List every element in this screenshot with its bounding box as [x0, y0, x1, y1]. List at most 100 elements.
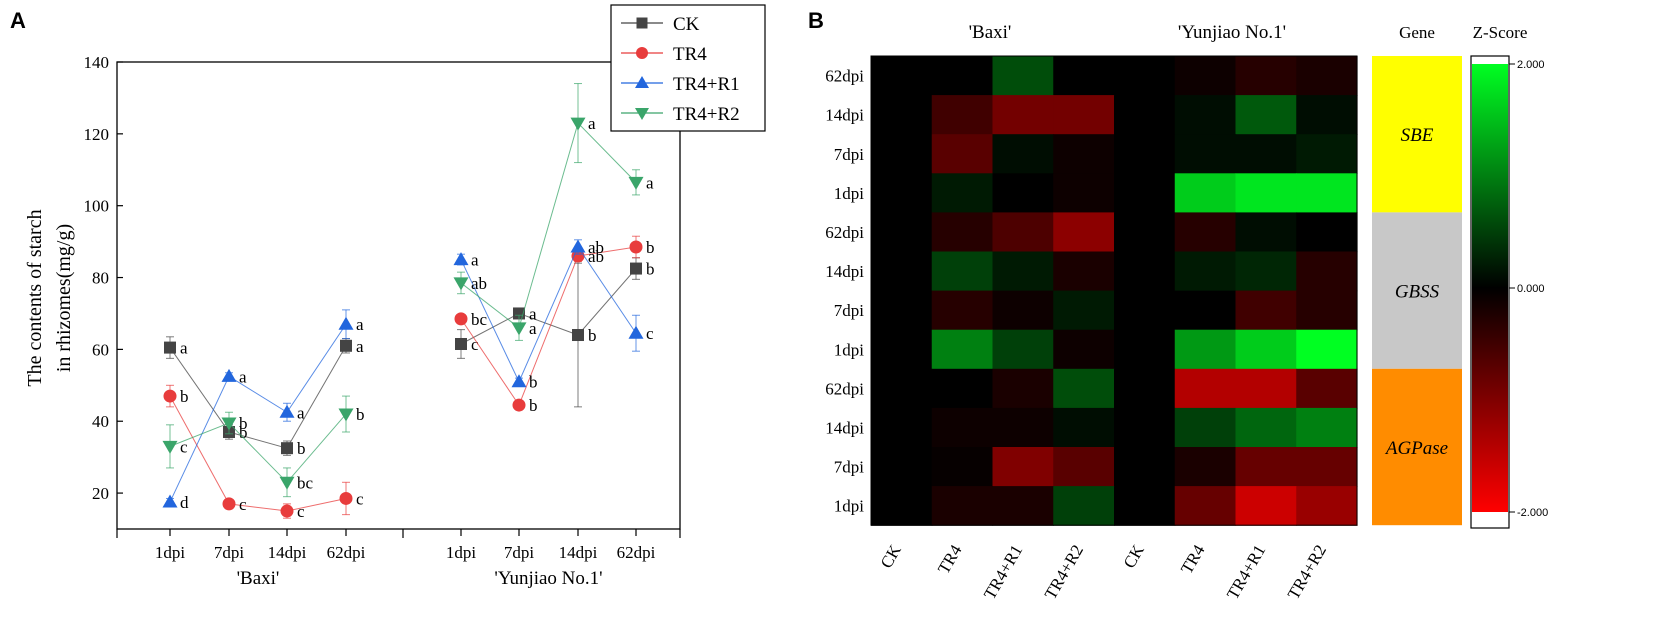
panel-a-line-chart: A The contents of starch in rhizomes(mg/…	[10, 4, 766, 589]
heatmap-column-label: CK	[877, 541, 906, 572]
heatmap-cell	[1235, 290, 1297, 331]
heatmap-cell	[1235, 56, 1297, 96]
legend-item: TR4	[621, 44, 707, 65]
heatmap-group-label-baxi: 'Baxi'	[969, 22, 1012, 43]
heatmap-cell	[931, 407, 994, 448]
heatmap-frame	[870, 55, 1358, 526]
data-point	[338, 316, 354, 330]
heatmap-cell	[1053, 134, 1115, 174]
y-tick-label: 80	[92, 269, 109, 288]
legend-label: TR4+R2	[673, 104, 740, 125]
colorbar-tick-label: 2.000	[1517, 59, 1545, 71]
heatmap-row-label: 14dpi	[825, 262, 864, 281]
legend-marker	[636, 47, 648, 59]
data-point	[339, 491, 353, 505]
heatmap-cell	[931, 173, 994, 213]
heatmap-cell	[992, 290, 1054, 331]
significance-letter: b	[646, 238, 655, 257]
heatmap-cell	[1296, 173, 1358, 213]
significance-letter: b	[529, 373, 538, 392]
series-line	[460, 245, 637, 383]
heatmap-cell	[1053, 368, 1115, 409]
significance-letter: ab	[588, 247, 604, 266]
data-point	[162, 440, 178, 454]
series-line	[169, 323, 347, 503]
heatmap-cell	[1296, 486, 1358, 526]
significance-letter: b	[529, 396, 538, 415]
heatmap-cell	[931, 329, 994, 370]
series-line	[169, 395, 347, 512]
heatmap-cell	[871, 56, 933, 96]
panel-b-label: B	[808, 8, 824, 33]
gene-block-agpase	[1372, 368, 1462, 526]
heatmap-cell	[1053, 173, 1115, 213]
heatmap-cell	[992, 368, 1054, 409]
y-tick-label: 100	[84, 197, 110, 216]
heatmap-cell	[1174, 407, 1237, 448]
significance-letter: b	[356, 405, 365, 424]
heatmap-cell	[1296, 290, 1358, 331]
significance-letter: bc	[471, 310, 488, 329]
heatmap-cell	[1174, 290, 1237, 331]
heatmap-cell	[871, 486, 933, 526]
data-point	[340, 339, 352, 352]
heatmap-cell	[1296, 251, 1358, 292]
heatmap-column-label: TR4+R1	[980, 542, 1026, 603]
heatmap-cell	[1114, 212, 1176, 253]
x-tick-label: 7dpi	[214, 543, 245, 562]
data-point	[570, 117, 586, 131]
heatmap-column-label: CK	[1120, 541, 1149, 572]
data-point	[629, 240, 643, 254]
significance-letter: c	[297, 502, 305, 521]
zscore-header: Z-Score	[1473, 23, 1528, 42]
heatmap-row-label: 62dpi	[825, 223, 864, 242]
heatmap-cell	[992, 251, 1054, 292]
heatmap-cell	[1235, 329, 1297, 370]
legend-item: TR4+R2	[621, 104, 740, 125]
legend-marker	[635, 108, 649, 120]
significance-letter: a	[588, 114, 596, 133]
y-tick-label: 20	[92, 484, 109, 503]
heatmap-cell	[1174, 173, 1237, 213]
data-point	[511, 322, 527, 336]
series-line	[169, 413, 347, 484]
data-point	[511, 374, 527, 388]
legend-marker	[636, 17, 648, 29]
y-axis-label-line-2: in rhizomes(mg/g)	[53, 224, 75, 372]
data-point	[221, 368, 237, 382]
x-tick-label: 62dpi	[617, 543, 656, 562]
data-point	[572, 329, 584, 342]
data-point	[628, 325, 644, 339]
data-point	[222, 497, 236, 511]
heatmap-cell	[871, 95, 933, 135]
heatmap-column-label: TR4+R2	[1284, 542, 1330, 603]
heatmap-cell	[1174, 134, 1237, 174]
heatmap-cell	[931, 56, 994, 96]
heatmap-cell	[992, 134, 1054, 174]
heatmap-cell	[1114, 134, 1176, 174]
data-point	[279, 404, 295, 418]
legend: CK TR4 TR4+R1 TR4+R2	[610, 4, 766, 132]
heatmap-cell	[1235, 251, 1297, 292]
gene-header: Gene	[1399, 23, 1435, 42]
plot-a-frame	[116, 61, 681, 530]
gene-name-agpase: AGPase	[1384, 438, 1448, 459]
heatmap-cell	[931, 290, 994, 331]
heatmap-cell	[1174, 251, 1237, 292]
heatmap-cell	[1235, 212, 1297, 253]
panel-a-label: A	[10, 8, 26, 33]
heatmap-cell	[992, 329, 1054, 370]
colorbar-tick-label: -2.000	[1517, 507, 1548, 519]
heatmap-cell	[1114, 368, 1176, 409]
significance-letter: a	[471, 251, 479, 270]
data-point	[570, 239, 586, 253]
heatmap-cell	[1296, 329, 1358, 370]
heatmap-cell	[871, 212, 933, 253]
heatmap-cell	[1174, 329, 1237, 370]
y-tick-label: 120	[84, 125, 110, 144]
heatmap-cell	[871, 134, 933, 174]
heatmap-cell	[931, 368, 994, 409]
heatmap-cell	[1114, 407, 1176, 448]
